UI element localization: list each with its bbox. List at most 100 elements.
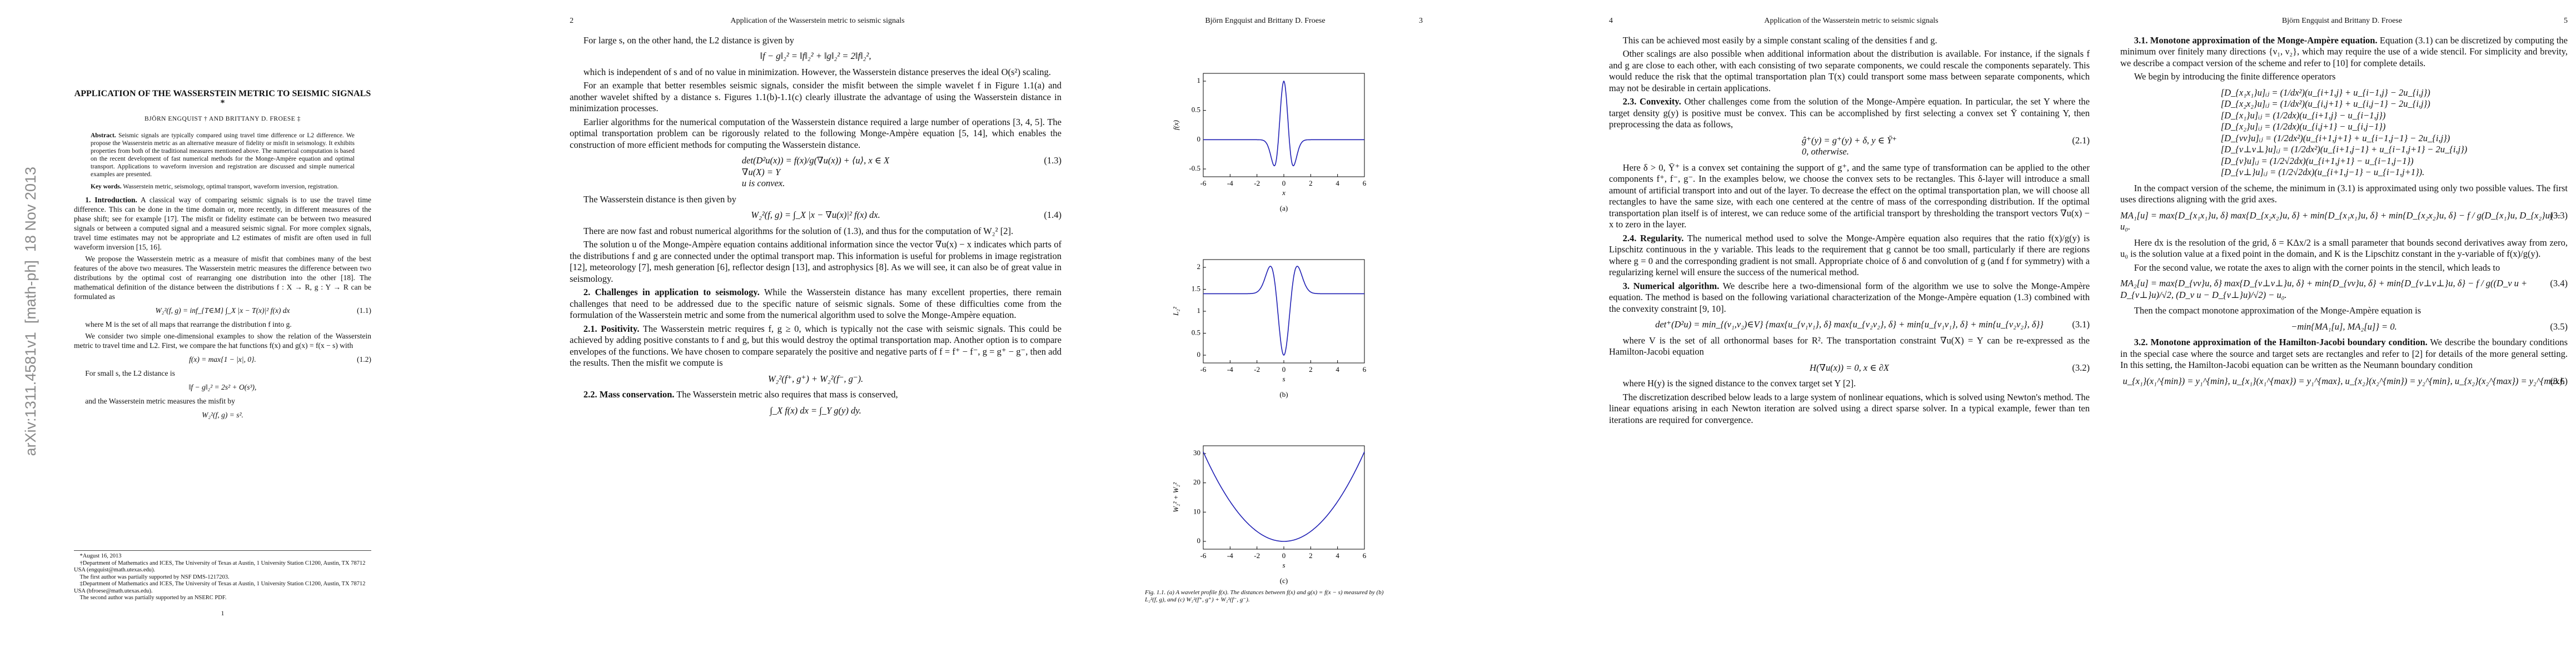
equation: u_{x₁}(x₁^{min}) = y₁^{min}, u_{x₁}(x₁^{… [2120,376,2568,387]
equation-line: [D_{x₁x₁}u]ᵢⱼ = (1/dx²)(u_{i+1,j} + u_{i… [2220,87,2430,98]
section-heading: 3. Numerical algorithm. [1622,280,1720,291]
section-heading: 2.4. Regularity. [1622,232,1684,243]
equation: ‖f − g‖₂² = ‖f‖₂² + ‖g‖₂² = 2‖f‖₂², [570,51,1062,62]
equation: ∫_X f(x) dx = ∫_Y g(y) dy. [570,405,1062,417]
section-heading: 2.2. Mass conservation. [583,389,675,400]
page: APPLICATION OF THE WASSERSTEIN METRIC TO… [74,0,371,667]
paragraph: 3.2. Monotone approximation of the Hamil… [2120,337,2568,371]
x-tick-label: -6 [1200,365,1207,374]
paragraph: 1. Introduction. A classical way of comp… [74,195,371,252]
equation-body: W₂²(f, g) = s². [202,411,243,419]
x-tick-label: -6 [1200,551,1207,560]
figure-label: (c) [1280,576,1288,585]
equation-line: [D_{vv}u]ᵢⱼ = (1/2dx²)(u_{i+1,j+1} + u_{… [2220,132,2450,143]
equation: f(x) = max{1 − |x|, 0}. (1.2) [74,355,371,364]
footnote: ‡Department of Mathematics and ICES, The… [74,581,366,594]
equation-line: [D_{v}u]ᵢⱼ = (1/2√2dx)(u_{i+1,j+1} − u_{… [2220,155,2414,166]
paragraph-text: This can be achieved most easily by a si… [1622,34,1937,46]
equation-line: [D_{v⊥}u]ᵢⱼ = (1/2√2dx)(u_{i+1,j−1} − u_… [2220,167,2425,177]
paragraph-text: The numerical method used to solve the M… [1609,232,2090,278]
x-axis-label: s [1282,375,1285,383]
equation-body: H(∇u(x)) = 0, x ∈ ∂X [1810,362,1889,373]
equation-line: [D_{x₂x₂}u]ᵢⱼ = (1/dx²)(u_{i,j+1} + u_{i… [2220,98,2430,109]
paragraph-text: For an example that better resembles sei… [570,80,1062,113]
equation: MA₂[u] = max{D_{vv}u, δ} max{D_{v⊥v⊥}u, … [2120,278,2568,301]
equation-number: (3.2) [2072,362,2090,373]
equation-body: −min{MA₁[u], MA₂[u]} = 0. [2291,321,2397,332]
equation-lines: ĝ⁺(y) = g⁺(y) + δ, y ∈ Ȳ⁺ 0, otherwise. [1802,135,1897,158]
paragraph-text: We describe the boundary conditions in t… [2120,337,2568,370]
page: 4 Application of the Wasserstein metric t… [1609,0,2090,667]
y-tick-label: 0.5 [1192,106,1200,114]
paragraph-text: We describe here a two-dimensional form … [1609,280,2090,314]
paragraph-text: and the Wasserstein metric measures the … [85,397,235,405]
equation-lines: det(D²u(x)) = f(x)/g(∇u(x)) + ⟨u⟩, x ∈ X… [742,155,889,190]
paragraph: Then the compact monotone approximation … [2120,305,2568,317]
paragraph-text: For large s, on the other hand, the L2 d… [583,34,794,46]
y-axis-label: f(x) [1172,120,1180,130]
equation: W₂²(f, g) = inf_{T∈M} ∫_X |x − T(x)|² f(… [74,306,371,315]
running-title: Application of the Wasserstein metric to… [730,17,905,25]
equation-line: [D_{x₁}u]ᵢⱼ = (1/2dx)(u_{i+1,j} − u_{i−1… [2220,109,2386,121]
paragraph-text: The solution u of the Monge-Ampère equat… [570,239,1062,284]
paragraph-text: In the compact version of the scheme, th… [2120,182,2568,205]
paragraph: where H(y) is the signed distance to the… [1609,378,2090,390]
x-tick-label: 6 [1363,551,1367,560]
curve [1203,451,1365,542]
abstract-text: Seismic signals are typically compared u… [91,132,355,178]
equation-line: [D_{x₂}u]ᵢⱼ = (1/2dx)(u_{i,j+1} − u_{i,j… [2220,121,2386,132]
paragraph-text: where M is the set of all maps that rear… [85,320,292,328]
paragraph: We consider two simple one-dimensional e… [74,331,371,350]
page: Björn Engquist and Brittany D. Froese 5 3.… [2120,0,2568,667]
figure-caption: Fig. 1.1. (a) A wavelet profile f(x). Th… [1145,589,1384,603]
y-tick-label: 0 [1197,536,1201,545]
paragraph: The discretization described below leads… [1609,392,2090,426]
paragraph: For an example that better resembles sei… [570,80,1062,115]
y-tick-label: 1.5 [1192,284,1200,292]
page-number: 2 [570,17,574,25]
equation: ‖f − g‖₂² = 2s² + O(s³), [74,382,371,392]
equation: ĝ⁺(y) = g⁺(y) + δ, y ∈ Ȳ⁺ 0, otherwise. (2… [1609,135,2090,158]
x-tick-label: -6 [1200,179,1207,187]
paragraph-text: Here δ > 0, Ȳ⁺ is a convex set containin… [1609,162,2090,230]
y-tick-label: 10 [1193,507,1200,515]
equation: det⁺(D²u) = min_{(ν₁,ν₂)∈V} {max{u_{ν₁ν₁… [1609,319,2090,331]
equation-line: det(D²u(x)) = f(x)/g(∇u(x)) + ⟨u⟩, x ∈ X [741,155,890,166]
footnote: The second author was partially supporte… [79,595,227,601]
equation-body: W₂²(f, g) = ∫_X |x − ∇u(x)|² f(x) dx. [751,210,880,220]
paragraph: 3. Numerical algorithm. We describe here… [1609,281,2090,315]
equation-number: (3.3) [2550,210,2568,221]
y-tick-label: 20 [1193,478,1200,486]
paragraph-text: Other challenges come from the solution … [1609,96,2090,130]
x-axis-label: s [1282,561,1285,569]
paragraph-text: We consider two simple one-dimensional e… [74,332,371,350]
footnotes: *August 16, 2013 †Department of Mathemati… [74,550,371,602]
y-tick-label: 1 [1197,76,1201,84]
equation-body: u_{x₁}(x₁^{min}) = y₁^{min}, u_{x₁}(x₁^{… [2122,375,2565,386]
running-header: 2 Application of the Wasserstein metric t… [570,16,1062,27]
equation: det(D²u(x)) = f(x)/g(∇u(x)) + ⟨u⟩, x ∈ X… [570,155,1062,190]
y-tick-label: 0 [1197,135,1201,143]
paragraph: which is independent of s and of no valu… [570,67,1062,78]
paper-title: APPLICATION OF THE WASSERSTEIN METRIC TO… [74,89,371,108]
paragraph-text: We begin by introducing the finite diffe… [2134,71,2336,82]
paragraph-text: Equation (3.1) can be discretized by com… [2120,34,2568,68]
equation-body: W₂²(f⁺, g⁺) + W₂²(f⁻, g⁻). [768,373,864,384]
keywords-text: Wasserstein metric, seismology, optimal … [123,183,339,190]
abstract-label: Abstract. [91,132,116,139]
equation: W₂²(f⁺, g⁺) + W₂²(f⁻, g⁻). [570,374,1062,385]
equation-number: (3.5) [2550,321,2568,332]
paragraph: In the compact version of the scheme, th… [2120,183,2568,206]
page: Björn Engquist and Brittany D. Froese 3 1 0… [1112,0,1423,667]
arxiv-stamp: arXiv:1311.4581v1 [math-ph] 18 Nov 2013 [22,167,39,456]
paragraph-text: where V is the set of all orthonormal ba… [1609,335,2090,357]
equation-body: ‖f − g‖₂² = 2s² + O(s³), [188,383,257,391]
curve [1203,80,1364,167]
paper-authors: BJÖRN ENGQUIST † AND BRITTANY D. FROESE … [145,116,301,122]
running-header: Björn Engquist and Brittany D. Froese 3 [1112,16,1423,27]
paragraph-text: For the second value, we rotate the axes… [2134,262,2500,273]
paragraph-text: The Wasserstein metric requires f, g ≥ 0… [570,323,1062,369]
equation-body: f(x) = max{1 − |x|, 0}. [189,355,256,364]
equation: W₂²(f, g) = s². [74,410,371,420]
